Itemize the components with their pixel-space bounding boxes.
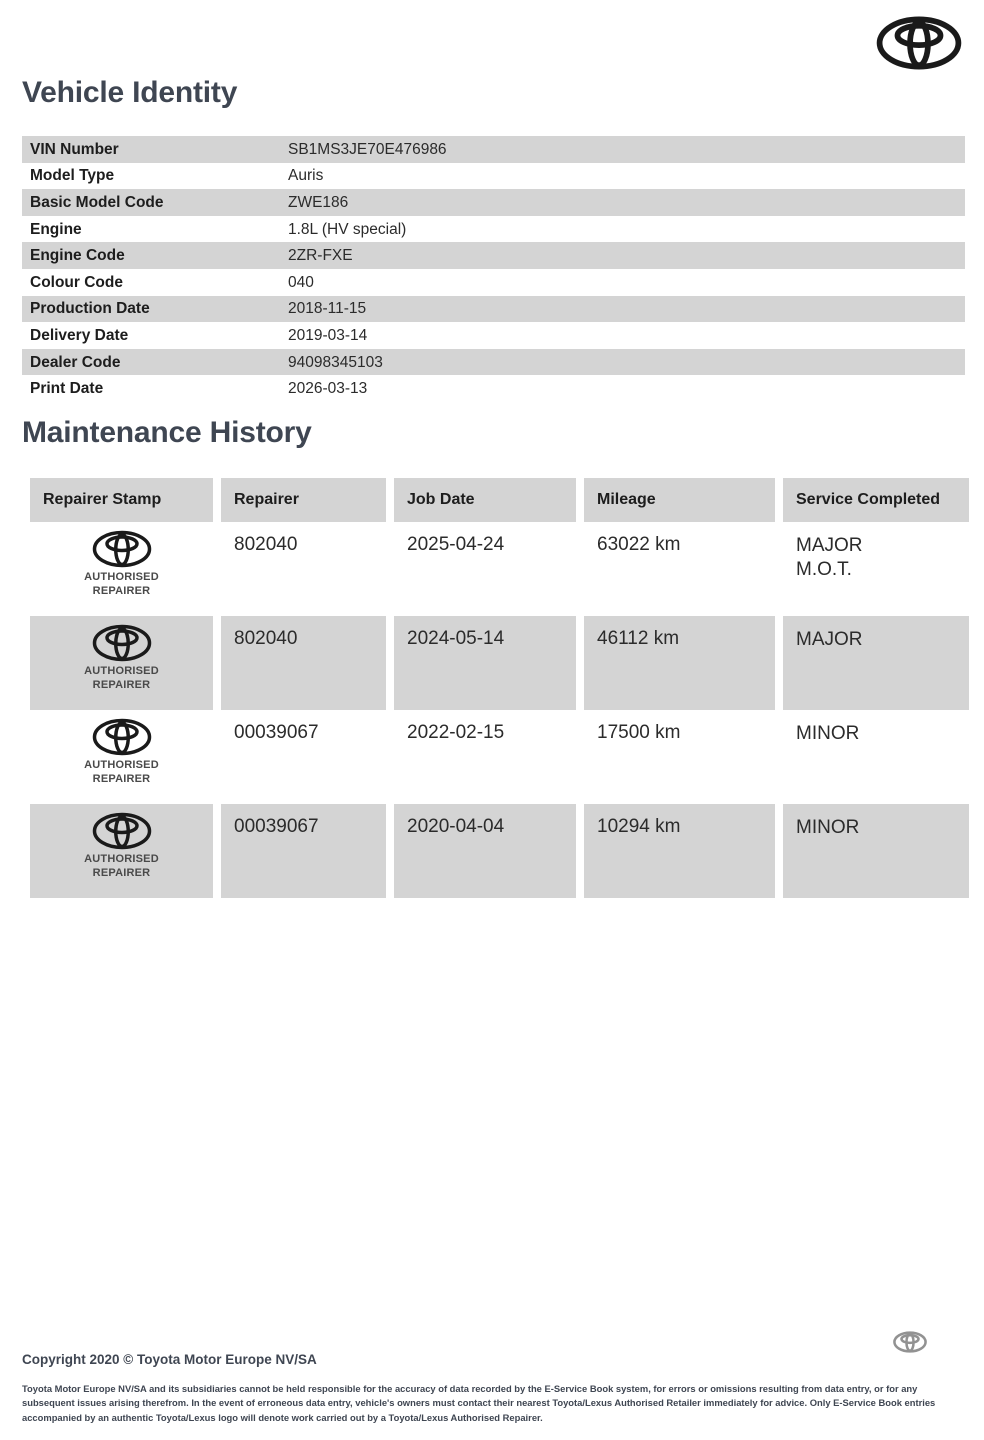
table-row: Engine 1.8L (HV special) bbox=[22, 216, 965, 243]
toyota-emblem-icon bbox=[91, 623, 153, 663]
table-row: Production Date 2018-11-15 bbox=[22, 295, 965, 323]
service-item: MINOR bbox=[796, 723, 860, 744]
cell-service-completed: MINOR bbox=[783, 804, 969, 898]
table-row: VIN Number SB1MS3JE70E476986 bbox=[22, 136, 965, 163]
row-label: Colour Code bbox=[30, 273, 123, 291]
row-label: Production Date bbox=[30, 300, 150, 318]
vehicle-identity-table: VIN Number SB1MS3JE70E476986 Model Type … bbox=[22, 136, 965, 402]
table-row: Basic Model Code ZWE186 bbox=[22, 189, 965, 216]
stamp-caption-line2: REPAIRER bbox=[92, 772, 151, 785]
row-label: Basic Model Code bbox=[30, 193, 164, 211]
repairer-stamp-cell: AUTHORISED REPAIRER bbox=[30, 616, 213, 710]
row-value: ZWE186 bbox=[288, 193, 349, 211]
cell-repairer: 802040 bbox=[221, 522, 386, 616]
authorised-repairer-stamp: AUTHORISED REPAIRER bbox=[30, 529, 213, 599]
stamp-caption-line2: REPAIRER bbox=[92, 678, 151, 691]
cell-job-date: 2025-04-24 bbox=[394, 522, 576, 616]
stamp-caption: AUTHORISED REPAIRER bbox=[84, 853, 159, 881]
table-row: Print Date 2026-03-13 bbox=[22, 375, 965, 402]
row-value: 040 bbox=[288, 273, 314, 291]
cell-repairer: 00039067 bbox=[221, 710, 386, 804]
cell-service-completed: MAJOR bbox=[783, 616, 969, 710]
table-row: AUTHORISED REPAIRER 00039067 2022-02-15 … bbox=[30, 710, 969, 804]
stamp-caption: AUTHORISED REPAIRER bbox=[84, 759, 159, 787]
row-value: 2ZR-FXE bbox=[288, 247, 353, 265]
maintenance-history-table: Repairer Stamp Repairer Job Date Mileage… bbox=[22, 478, 977, 898]
cell-service-completed: MINOR bbox=[783, 710, 969, 804]
cell-job-date: 2024-05-14 bbox=[394, 616, 576, 710]
column-header-repairer: Repairer bbox=[221, 478, 386, 522]
repairer-stamp-cell: AUTHORISED REPAIRER bbox=[30, 710, 213, 804]
service-item: MAJOR bbox=[796, 535, 863, 556]
cell-mileage: 63022 km bbox=[584, 522, 775, 616]
repairer-stamp-cell: AUTHORISED REPAIRER bbox=[30, 804, 213, 898]
stamp-caption-line1: AUTHORISED bbox=[84, 571, 159, 583]
cell-mileage: 46112 km bbox=[584, 616, 775, 710]
table-row: Dealer Code 94098345103 bbox=[22, 348, 965, 376]
row-label: Delivery Date bbox=[30, 326, 129, 344]
row-value: 2018-11-15 bbox=[288, 300, 367, 318]
cell-repairer: 00039067 bbox=[221, 804, 386, 898]
row-label: Dealer Code bbox=[30, 353, 121, 371]
authorised-repairer-stamp: AUTHORISED REPAIRER bbox=[30, 717, 213, 787]
cell-job-date: 2020-04-04 bbox=[394, 804, 576, 898]
row-value: 2019-03-14 bbox=[288, 326, 368, 344]
row-label: Engine bbox=[30, 220, 82, 238]
stamp-caption-line1: AUTHORISED bbox=[84, 759, 159, 771]
row-label: Model Type bbox=[30, 167, 115, 185]
cell-job-date: 2022-02-15 bbox=[394, 710, 576, 804]
row-label: Engine Code bbox=[30, 247, 125, 265]
table-row: Colour Code 040 bbox=[22, 269, 965, 296]
service-item: M.O.T. bbox=[796, 559, 852, 581]
stamp-caption-line1: AUTHORISED bbox=[84, 665, 159, 677]
column-header-job-date: Job Date bbox=[394, 478, 576, 522]
cell-repairer: 802040 bbox=[221, 616, 386, 710]
column-header-repairer-stamp: Repairer Stamp bbox=[30, 478, 213, 522]
maintenance-history-heading: Maintenance History bbox=[22, 416, 312, 449]
stamp-caption: AUTHORISED REPAIRER bbox=[84, 571, 159, 599]
table-header-row: Repairer Stamp Repairer Job Date Mileage… bbox=[30, 478, 969, 522]
table-row: AUTHORISED REPAIRER 802040 2025-04-24 63… bbox=[30, 522, 969, 616]
authorised-repairer-stamp: AUTHORISED REPAIRER bbox=[30, 811, 213, 881]
row-label: VIN Number bbox=[30, 140, 119, 158]
row-value: 94098345103 bbox=[288, 353, 383, 371]
stamp-caption-line1: AUTHORISED bbox=[84, 853, 159, 865]
toyota-emblem-icon bbox=[91, 811, 153, 851]
copyright-text: Copyright 2020 © Toyota Motor Europe NV/… bbox=[22, 1352, 317, 1367]
cell-service-completed: MAJOR M.O.T. bbox=[783, 522, 969, 616]
table-row: Model Type Auris bbox=[22, 163, 965, 190]
stamp-caption-line2: REPAIRER bbox=[92, 584, 151, 597]
column-header-mileage: Mileage bbox=[584, 478, 775, 522]
row-value: Auris bbox=[288, 167, 324, 185]
repairer-stamp-cell: AUTHORISED REPAIRER bbox=[30, 522, 213, 616]
toyota-emblem-icon bbox=[876, 14, 962, 72]
toyota-emblem-icon bbox=[91, 717, 153, 757]
row-value: SB1MS3JE70E476986 bbox=[288, 140, 447, 158]
column-header-service-completed: Service Completed bbox=[783, 478, 969, 522]
cell-mileage: 10294 km bbox=[584, 804, 775, 898]
row-value: 1.8L (HV special) bbox=[288, 220, 407, 238]
cell-mileage: 17500 km bbox=[584, 710, 775, 804]
stamp-caption: AUTHORISED REPAIRER bbox=[84, 665, 159, 693]
table-row: Engine Code 2ZR-FXE bbox=[22, 242, 965, 269]
vehicle-identity-heading: Vehicle Identity bbox=[22, 76, 238, 109]
service-item: MAJOR bbox=[796, 629, 863, 650]
toyota-emblem-small-icon bbox=[893, 1330, 927, 1354]
table-row: Delivery Date 2019-03-14 bbox=[22, 322, 965, 349]
authorised-repairer-stamp: AUTHORISED REPAIRER bbox=[30, 623, 213, 693]
table-row: AUTHORISED REPAIRER 802040 2024-05-14 46… bbox=[30, 616, 969, 710]
row-value: 2026-03-13 bbox=[288, 380, 368, 398]
toyota-emblem-icon bbox=[91, 529, 153, 569]
stamp-caption-line2: REPAIRER bbox=[92, 866, 151, 879]
row-label: Print Date bbox=[30, 380, 104, 398]
service-item: MINOR bbox=[796, 817, 860, 838]
table-row: AUTHORISED REPAIRER 00039067 2020-04-04 … bbox=[30, 804, 969, 898]
disclaimer-text: Toyota Motor Europe NV/SA and its subsid… bbox=[22, 1383, 936, 1423]
